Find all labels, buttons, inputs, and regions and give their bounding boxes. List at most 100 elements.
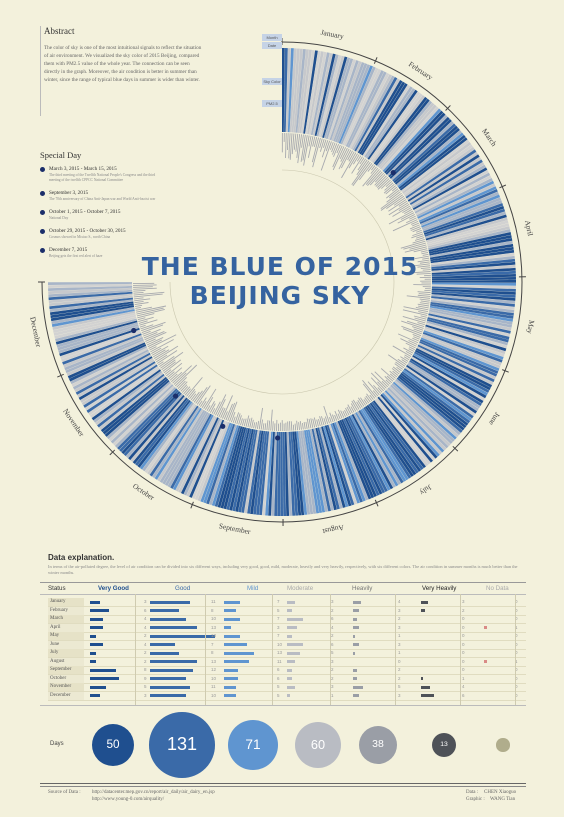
explanation-title: Data explanation. xyxy=(48,553,115,562)
table-value: 3 xyxy=(331,658,334,664)
table-value: 10 xyxy=(211,616,217,621)
sky-color-day xyxy=(324,57,351,139)
row-divider xyxy=(48,682,526,684)
pm25-bar xyxy=(133,297,144,300)
pm25-bar xyxy=(133,293,163,298)
pm25-bar xyxy=(200,397,207,407)
pm25-bar xyxy=(381,380,389,388)
pm25-bar xyxy=(334,414,338,421)
pm25-bar xyxy=(328,417,332,423)
pm25-bar xyxy=(266,420,269,431)
pm25-bar xyxy=(422,257,430,260)
table-value: 10 xyxy=(211,675,217,681)
sky-color-day xyxy=(392,123,456,182)
sky-color-day xyxy=(112,385,175,446)
sky-color-day xyxy=(128,395,185,461)
pm25-bar xyxy=(223,411,228,420)
sky-color-day xyxy=(412,167,488,211)
pm25-bar xyxy=(162,361,176,372)
table-bar xyxy=(90,660,97,663)
sky-color-day xyxy=(56,322,139,348)
sky-color-day xyxy=(89,367,160,418)
sky-color-day xyxy=(428,313,511,334)
sky-color-day xyxy=(295,48,306,133)
sky-color-day xyxy=(178,416,218,493)
pm25-bar xyxy=(412,228,422,233)
pm25-bar xyxy=(401,359,408,364)
sky-color-day xyxy=(98,375,166,430)
pm25-bar xyxy=(193,390,203,403)
month-label: August xyxy=(48,657,84,666)
sky-color-day xyxy=(318,55,342,137)
sky-color-day xyxy=(329,60,359,141)
pm25-bar xyxy=(135,306,152,311)
sky-color-day xyxy=(356,78,400,153)
sky-color-day xyxy=(303,50,318,134)
pm25-bar xyxy=(133,290,146,292)
pm25-bar xyxy=(169,373,178,381)
sky-color-day xyxy=(408,156,482,204)
pm25-bar xyxy=(227,402,236,421)
sky-color-day xyxy=(426,217,508,243)
pm25-bar xyxy=(181,386,189,393)
pm25-bar xyxy=(288,421,291,431)
pm25-bar xyxy=(404,246,427,253)
sky-color-day xyxy=(418,183,496,221)
table-value: 2 xyxy=(462,607,465,613)
sky-color-day xyxy=(354,77,398,152)
pm25-bar xyxy=(310,418,314,428)
sky-color-day xyxy=(404,146,475,197)
table-bar xyxy=(421,600,428,604)
sky-color-day xyxy=(422,200,503,232)
sky-color-day xyxy=(428,311,512,331)
pm25-bar xyxy=(323,139,327,148)
sky-color-day xyxy=(232,428,252,512)
pm25-bar xyxy=(338,148,350,170)
pm25-bar xyxy=(371,165,376,171)
table-bar xyxy=(287,677,293,680)
pm25-bar xyxy=(141,321,166,332)
pm25-bar xyxy=(168,367,183,380)
sky-color-day xyxy=(49,299,134,313)
sky-color-day xyxy=(422,332,503,363)
sky-color-day xyxy=(352,75,395,151)
pm25-bar xyxy=(329,412,334,423)
sky-color-day xyxy=(238,429,256,513)
sky-color-day xyxy=(339,419,375,499)
sky-color-day xyxy=(217,426,243,508)
sky-color-day xyxy=(413,169,489,212)
sky-color-day xyxy=(369,402,422,472)
sky-color-day xyxy=(48,291,133,301)
pm25-bar xyxy=(184,388,191,396)
sky-color-day xyxy=(49,297,134,310)
pm25-bar xyxy=(417,322,425,326)
table-value: 5 xyxy=(398,684,401,689)
sky-color-day xyxy=(147,404,197,475)
sky-color-day xyxy=(401,139,470,193)
sky-color-day xyxy=(83,361,156,408)
pm25-bar xyxy=(370,166,377,174)
sky-color-day xyxy=(380,394,438,459)
pm25-bar xyxy=(403,356,410,361)
pm25-bar xyxy=(366,393,373,402)
table-value: 0 xyxy=(515,616,518,621)
pm25-bar xyxy=(190,393,197,401)
table-value: 0 xyxy=(462,633,465,638)
sky-color-day xyxy=(430,301,514,316)
sky-color-day xyxy=(335,421,369,501)
pm25-bar xyxy=(408,346,415,351)
sky-color-day xyxy=(416,346,494,385)
sky-color-day xyxy=(420,191,499,226)
pm25-bar xyxy=(406,320,425,328)
sky-color-day xyxy=(406,151,479,201)
sky-color-day xyxy=(52,311,136,330)
special-day-list: March 3, 2015 - March 15, 2015 The third … xyxy=(40,166,160,259)
sky-color-day xyxy=(415,175,492,216)
pm25-bar xyxy=(386,375,394,382)
pm25-bar xyxy=(236,413,241,425)
month-label: May xyxy=(48,632,84,641)
sky-color-day xyxy=(429,309,513,328)
pm25-bar xyxy=(420,250,428,253)
pm25-bar xyxy=(377,178,390,190)
sky-color-day xyxy=(411,164,486,209)
